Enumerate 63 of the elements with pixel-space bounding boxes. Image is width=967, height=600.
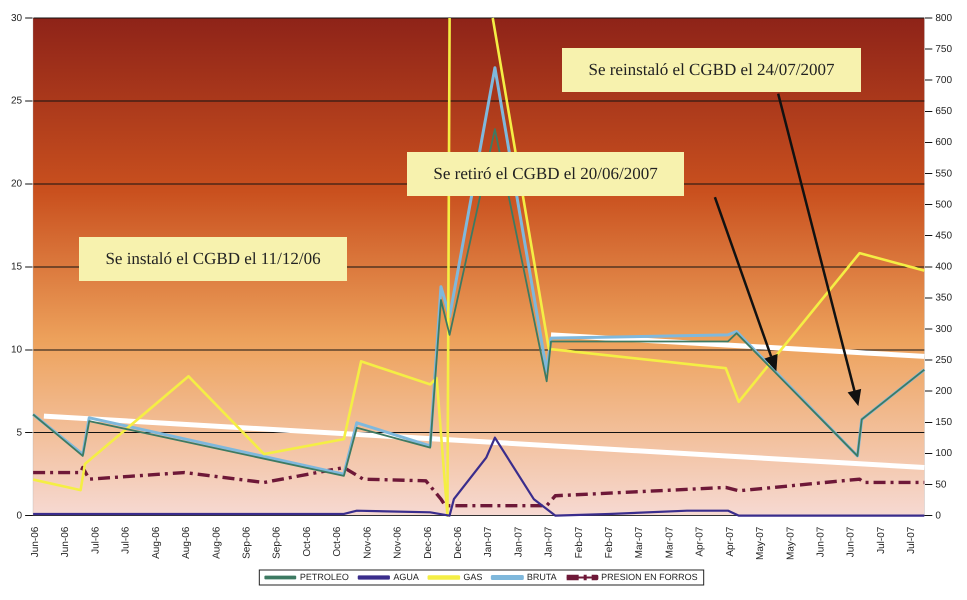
y-tick-label: 10 bbox=[11, 344, 23, 356]
y-tick-label: 20 bbox=[11, 178, 23, 190]
legend-label: AGUA bbox=[393, 572, 419, 582]
x-tick-label: Jun-06 bbox=[60, 526, 72, 558]
y-tick-label: 15 bbox=[11, 262, 23, 273]
x-tick-label: Jul-06 bbox=[120, 526, 132, 554]
x-tick-label: Jan-07 bbox=[544, 526, 555, 558]
legend-label: PETROLEO bbox=[300, 572, 349, 582]
y-tick-label: 30 bbox=[11, 12, 23, 24]
y2-tick-label: 300 bbox=[935, 324, 952, 335]
x-tick-label: Aug-06 bbox=[211, 526, 222, 559]
y-tick-label: 5 bbox=[16, 427, 23, 438]
x-tick-label: Dec-06 bbox=[452, 526, 464, 559]
x-tick-label: Dec-06 bbox=[422, 526, 434, 559]
x-tick-label: Jan-07 bbox=[513, 526, 524, 558]
annotation: Se reinstaló el CGBD el 24/07/2007 bbox=[562, 48, 860, 92]
y2-tick-label: 550 bbox=[935, 168, 952, 180]
x-tick-label: Nov-06 bbox=[362, 526, 374, 559]
x-tick-label: Jun-07 bbox=[846, 526, 857, 558]
y2-tick-label: 600 bbox=[935, 137, 952, 148]
x-tick-label: Jun-06 bbox=[30, 526, 42, 558]
y2-tick-label: 100 bbox=[935, 448, 952, 460]
y2-tick-label: 200 bbox=[935, 386, 952, 397]
annotation: Se retiró el CGBD el 20/06/2007 bbox=[407, 152, 684, 196]
x-tick-label: May-07 bbox=[785, 526, 796, 560]
line-series bbox=[31, 466, 926, 508]
y2-tick-label: 700 bbox=[935, 74, 952, 86]
y2-tick-label: 350 bbox=[935, 292, 952, 304]
y2-tick-label: 250 bbox=[935, 354, 952, 366]
y2-tick-label: 500 bbox=[935, 199, 952, 210]
x-tick-label: Sep-06 bbox=[242, 526, 252, 559]
x-tick-label: Jun-07 bbox=[815, 526, 826, 558]
x-tick-label: Jul-06 bbox=[90, 526, 102, 554]
x-tick-label: Mar-07 bbox=[634, 526, 646, 558]
y2-tick-label: 150 bbox=[935, 417, 952, 428]
x-tick-label: Apr-07 bbox=[694, 526, 706, 557]
y2-tick-label: 0 bbox=[935, 510, 942, 522]
x-tick-label: Oct-06 bbox=[302, 526, 313, 557]
x-tick-label: Sep-06 bbox=[272, 526, 283, 559]
annotation: Se instaló el CGBD el 11/12/06 bbox=[79, 236, 347, 281]
y2-tick-label: 50 bbox=[935, 479, 947, 490]
x-tick-label: Feb-07 bbox=[574, 526, 585, 558]
legend-label: GAS bbox=[463, 572, 482, 582]
x-tick-label: Mar-07 bbox=[664, 526, 676, 558]
y2-tick-label: 400 bbox=[935, 262, 952, 273]
x-tick-label: Feb-07 bbox=[604, 526, 616, 558]
x-tick-label: Jul-07 bbox=[876, 526, 887, 554]
x-tick-label: Jan-07 bbox=[483, 526, 494, 558]
x-tick-label: Apr-07 bbox=[724, 526, 736, 557]
legend-label: PRESION EN FORROS bbox=[601, 572, 698, 582]
x-tick-label: Aug-06 bbox=[150, 526, 162, 559]
x-tick-label: Oct-06 bbox=[332, 526, 344, 557]
legend-label: BRUTA bbox=[526, 572, 557, 582]
y2-tick-label: 750 bbox=[935, 44, 952, 55]
x-tick-label: May-07 bbox=[755, 526, 766, 560]
y2-tick-label: 450 bbox=[935, 230, 952, 242]
x-tick-label: Aug-06 bbox=[181, 526, 192, 559]
y2-tick-label: 650 bbox=[935, 106, 952, 118]
y-tick-label: 0 bbox=[16, 510, 23, 522]
x-tick-label: Nov-06 bbox=[392, 526, 404, 559]
y2-tick-label: 800 bbox=[935, 12, 952, 24]
x-tick-label: Jul-07 bbox=[906, 526, 918, 554]
y-tick-label: 25 bbox=[11, 96, 23, 107]
